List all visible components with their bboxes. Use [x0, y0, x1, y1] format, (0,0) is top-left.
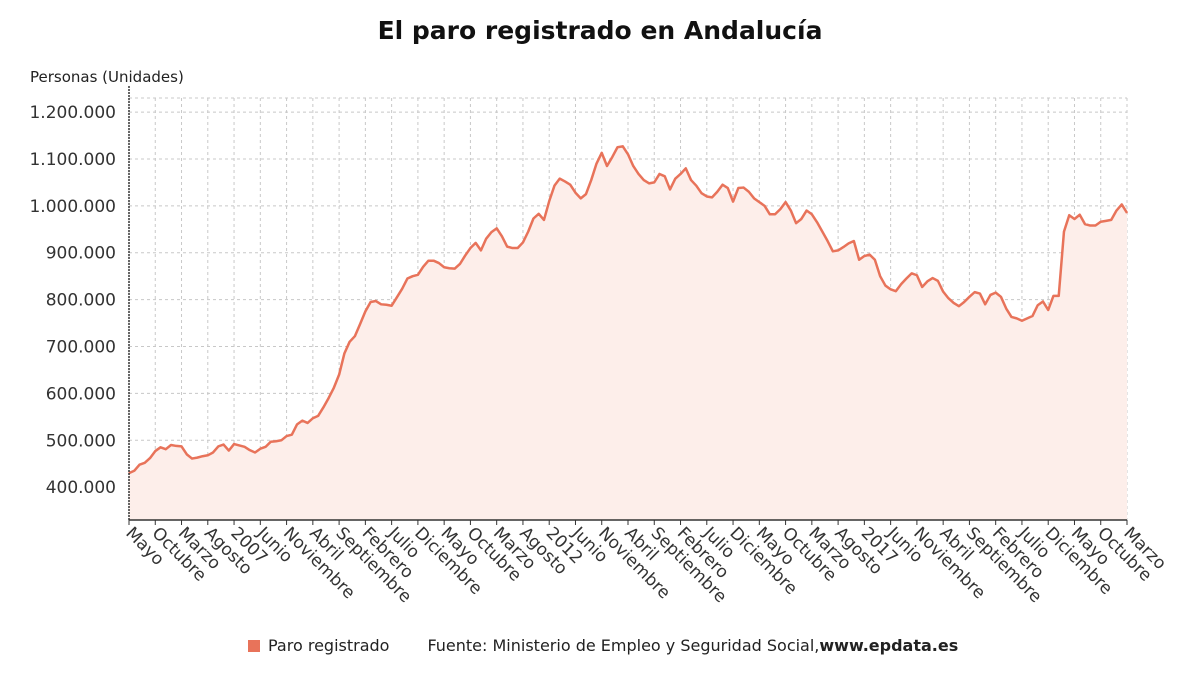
series-line	[128, 145, 1129, 475]
y-tick-label: 400.000	[46, 478, 116, 498]
chart-title: El paro registrado en Andalucía	[377, 16, 823, 45]
x-axis-ticks: MayoOctubreMarzoAgosto2007JunioNoviembre…	[121, 520, 1170, 607]
y-tick-label: 800.000	[46, 291, 116, 311]
y-tick-label: 700.000	[46, 338, 116, 358]
legend: Paro registrado Fuente: Ministerio de Em…	[248, 636, 958, 655]
y-axis-unit-label: Personas (Unidades)	[30, 68, 184, 86]
legend-label: Paro registrado	[268, 636, 390, 655]
y-tick-label: 500.000	[46, 431, 116, 451]
legend-swatch	[248, 639, 260, 652]
y-tick-label: 1.000.000	[29, 197, 116, 217]
line-area-chart: 400.000 500.000 600.000 700.000 800.000 900.0…	[29, 86, 1170, 607]
series-area-fill	[129, 146, 1127, 521]
y-axis-ticks: 400.000 500.000 600.000 700.000 800.000 900.0…	[29, 103, 116, 498]
source-site[interactable]: www.epdata.es	[819, 636, 959, 655]
y-tick-label: 1.200.000	[29, 103, 116, 123]
source-note: Fuente: Ministerio de Empleo y Seguridad…	[427, 636, 820, 655]
y-tick-label: 600.000	[46, 384, 116, 404]
y-tick-label: 900.000	[46, 244, 116, 264]
y-tick-label: 1.100.000	[29, 150, 116, 170]
